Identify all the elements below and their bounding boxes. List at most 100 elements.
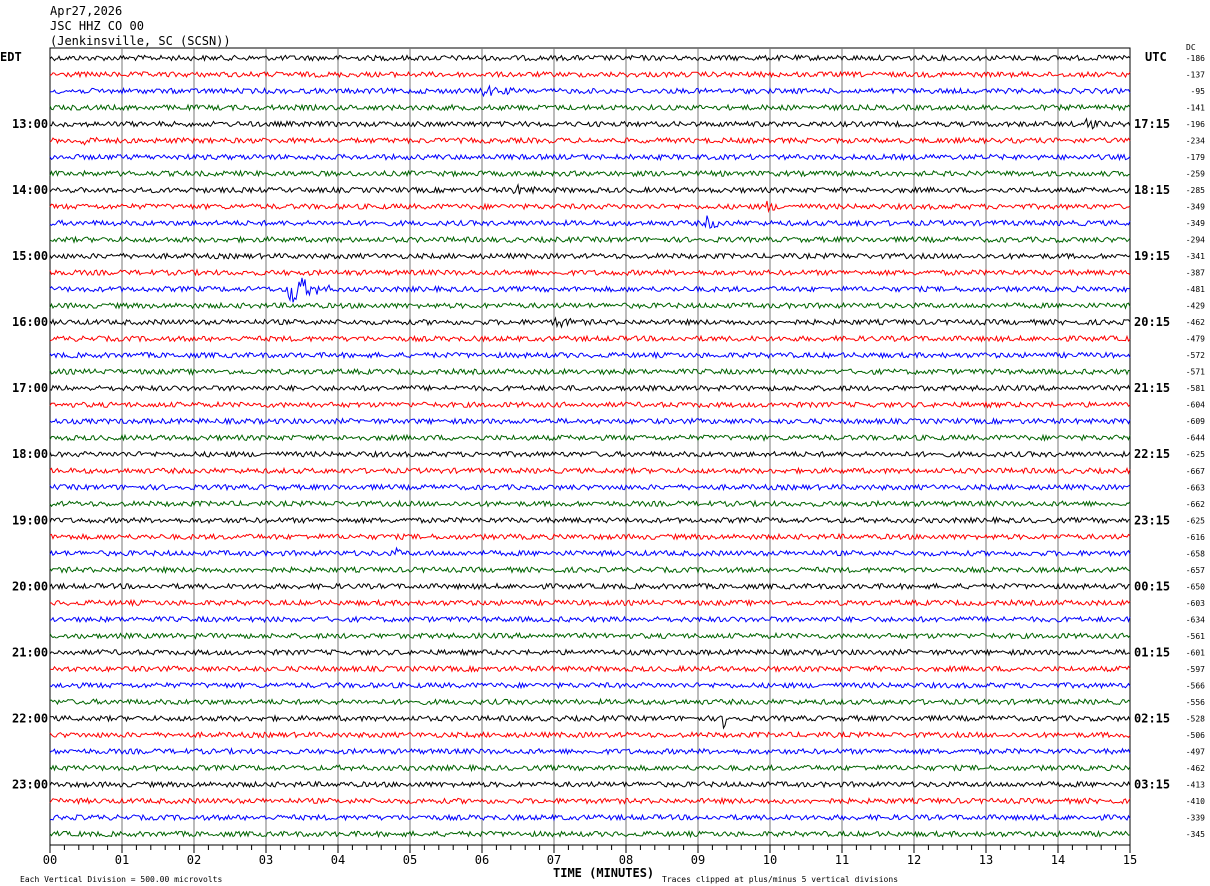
utc-time-label: 21:15 [1134,381,1170,395]
trace-line-23 [49,433,1131,442]
edt-time-label: 19:00 [12,513,48,527]
dc-title: DC [1186,43,1196,52]
x-tick-label: 15 [1123,853,1137,867]
utc-time-label: 17:15 [1134,117,1170,131]
trace-line-22 [49,417,1131,426]
dc-offset-label: -137 [1186,71,1205,80]
dc-offset-label: -95 [1191,87,1206,96]
dc-offset-label: -234 [1186,137,1205,146]
dc-offset-label: -479 [1186,335,1205,344]
edt-time-label: 22:00 [12,711,48,725]
header-station: JSC HHZ CO 00 [50,19,144,33]
dc-offset-label: -410 [1186,797,1205,806]
plot-frame [49,47,1131,846]
dc-offset-label: -662 [1186,500,1205,509]
x-tick-label: 06 [475,853,489,867]
trace-line-39 [49,697,1131,706]
dc-offset-label: -597 [1186,665,1205,674]
trace-line-36 [49,648,1131,657]
trace-line-24 [49,450,1131,459]
trace-line-19 [49,367,1131,376]
trace-line-21 [49,400,1131,409]
edt-time-label: 17:00 [12,381,48,395]
dc-offset-label: -571 [1186,368,1205,377]
dc-offset-label: -634 [1186,615,1205,624]
dc-offset-label: -561 [1186,632,1205,641]
trace-line-14 [49,277,1131,303]
dc-offset-label: -506 [1186,731,1205,740]
trace-line-33 [49,598,1131,608]
trace-line-10 [49,215,1131,229]
trace-line-42 [49,747,1131,756]
dc-offset-label: -462 [1186,764,1205,773]
trace-line-4 [49,117,1131,130]
x-tick-label: 11 [835,853,849,867]
dc-offset-label: -186 [1186,54,1205,63]
dc-offset-label: -481 [1186,285,1205,294]
dc-offset-label: -572 [1186,351,1205,360]
dc-offset-label: -667 [1186,467,1205,476]
trace-line-8 [49,183,1131,195]
dc-offset-label: -566 [1186,681,1205,690]
trace-line-7 [49,169,1131,178]
utc-time-label: 01:15 [1134,645,1170,659]
dc-offset-label: -644 [1186,434,1205,443]
utc-time-label: 23:15 [1134,513,1170,527]
x-tick-label: 02 [187,853,201,867]
dc-offset-label: -625 [1186,450,1205,459]
header-location: (Jenkinsville, SC (SCSN)) [50,34,231,48]
dc-offset-label: -141 [1186,104,1205,113]
dc-offset-label: -349 [1186,219,1205,228]
utc-time-label: 19:15 [1134,249,1170,263]
dc-offset-label: -497 [1186,747,1205,756]
trace-line-11 [49,235,1131,244]
dc-offset-label: -349 [1186,203,1205,212]
trace-line-44 [49,780,1131,789]
trace-line-34 [49,615,1131,624]
x-tick-label: 09 [691,853,705,867]
edt-time-label: 13:00 [12,117,48,131]
x-axis-label: TIME (MINUTES) [553,866,654,880]
trace-line-25 [49,466,1131,475]
dc-offset-label: -609 [1186,417,1205,426]
dc-offset-label: -625 [1186,516,1205,525]
dc-offset-label: -462 [1186,318,1205,327]
dc-offset-label: -581 [1186,384,1205,393]
dc-offset-label: -339 [1186,813,1205,822]
trace-line-41 [49,730,1131,739]
trace-line-27 [49,499,1131,508]
trace-line-43 [49,763,1131,773]
trace-line-20 [49,384,1131,393]
dc-offset-label: -196 [1186,120,1205,129]
edt-time-label: 15:00 [12,249,48,263]
edt-time-label: 18:00 [12,447,48,461]
trace-line-2 [49,84,1131,98]
edt-time-label: 20:00 [12,579,48,593]
dc-offset-label: -429 [1186,302,1205,311]
trace-line-5 [49,136,1131,146]
utc-time-label: 18:15 [1134,183,1170,197]
trace-line-29 [49,532,1131,541]
dc-offset-label: -603 [1186,599,1205,608]
dc-offset-label: -663 [1186,483,1205,492]
dc-offset-label: -413 [1186,780,1205,789]
trace-line-35 [49,631,1131,640]
trace-line-38 [49,681,1131,690]
trace-line-9 [49,200,1131,214]
dc-offset-label: -294 [1186,236,1205,245]
header-date: Apr27,2026 [50,4,123,18]
trace-line-0 [49,53,1131,63]
edt-time-label: 16:00 [12,315,48,329]
trace-line-13 [49,268,1131,277]
x-tick-label: 07 [547,853,561,867]
x-tick-label: 00 [43,853,57,867]
edt-axis-title: EDT [0,50,22,64]
dc-offset-label: -387 [1186,269,1205,278]
utc-time-label: 22:15 [1134,447,1170,461]
footer-scale: Each Vertical Division = 500.00 microvol… [20,875,222,884]
trace-line-31 [49,565,1131,575]
trace-line-15 [49,301,1131,310]
trace-line-46 [49,813,1131,822]
x-tick-label: 05 [403,853,417,867]
